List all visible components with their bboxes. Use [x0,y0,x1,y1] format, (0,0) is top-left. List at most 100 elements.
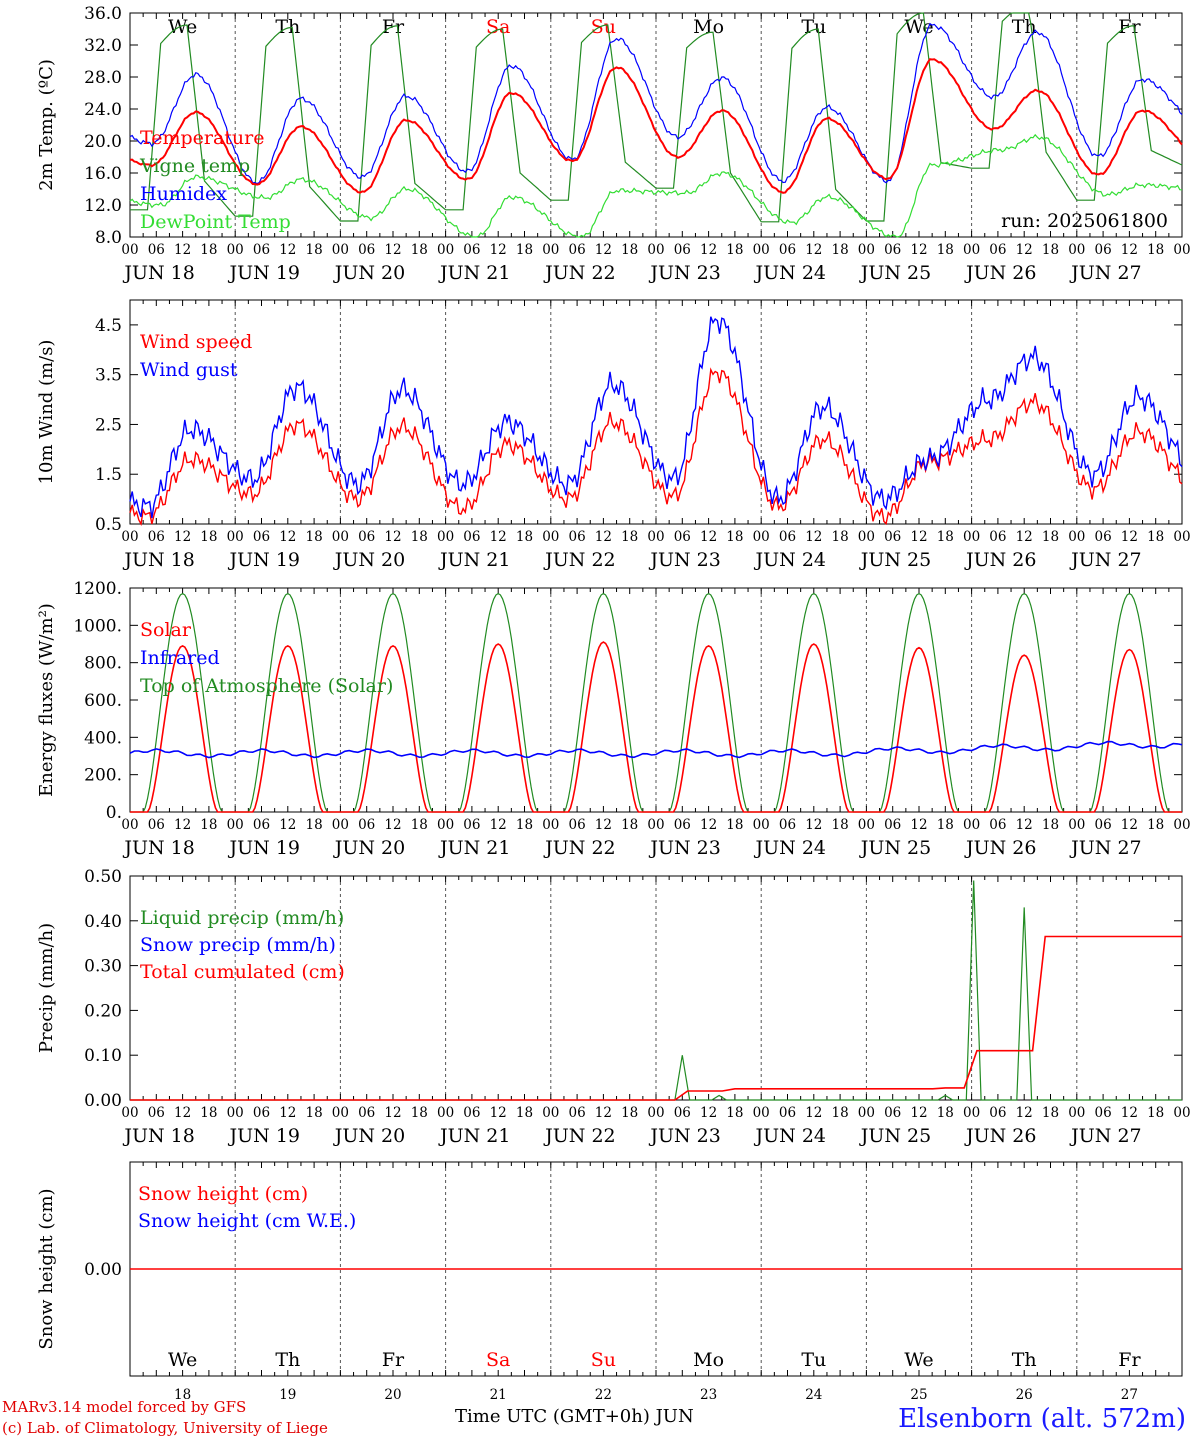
hour-label: 12 [1121,1105,1138,1121]
hour-label: 18 [411,529,428,545]
date-label: JUN 26 [964,262,1036,284]
legend-entry: Snow height (cm) [138,1183,308,1205]
hour-label: 12 [279,817,296,833]
hour-label: 06 [779,817,796,833]
hour-label: 12 [1121,242,1138,258]
weekday-label: Fr [1118,1349,1141,1371]
hour-label: 12 [490,817,507,833]
hour-label: 06 [253,242,270,258]
date-label: JUN 23 [648,1125,720,1147]
hour-label: 12 [805,242,822,258]
y-tick-label: 16.0 [84,164,122,184]
hour-label: 18 [621,1105,638,1121]
hour-label: 06 [1095,529,1112,545]
legend-entry: Snow height (cm W.E.) [138,1210,356,1232]
hour-label: 00 [542,817,559,833]
date-label: JUN 19 [228,837,300,859]
hour-label: 06 [1095,242,1112,258]
hour-label: 00 [1173,817,1190,833]
weekday-label: We [168,16,197,38]
run-label: run: 2025061800 [1001,210,1168,232]
hour-label: 12 [279,242,296,258]
hour-label: 06 [674,1105,691,1121]
hour-label: 00 [332,529,349,545]
hour-label: 18 [726,1105,743,1121]
hour-label: 06 [779,529,796,545]
hour-label: 12 [279,1105,296,1121]
hour-label: 00 [1173,529,1190,545]
hour-label: 00 [963,817,980,833]
hour-label: 12 [490,529,507,545]
hour-label: 00 [963,529,980,545]
hour-label: 00 [121,817,138,833]
day-number-label: 22 [595,1387,612,1403]
hour-label: 18 [411,242,428,258]
day-number-label: 19 [279,1387,296,1403]
hour-label: 00 [332,1105,349,1121]
hour-label: 06 [569,1105,586,1121]
hour-label: 12 [174,529,191,545]
date-label: JUN 24 [754,837,826,859]
y-tick-label: 1000. [73,616,122,636]
hour-label: 12 [174,242,191,258]
hour-label: 06 [779,1105,796,1121]
y-tick-label: 1.5 [95,465,122,485]
date-label: JUN 23 [648,262,720,284]
y-tick-label: 12.0 [84,196,122,216]
hour-label: 00 [121,1105,138,1121]
date-label: JUN 27 [1069,1125,1141,1147]
hour-label: 12 [1016,529,1033,545]
hour-label: 18 [937,1105,954,1121]
legend-entry: Temperature [140,127,264,149]
hour-label: 06 [674,529,691,545]
hour-label: 00 [437,529,454,545]
hour-label: 06 [989,242,1006,258]
y-tick-label: 2.5 [95,415,122,435]
y-tick-label: 24.0 [84,100,122,120]
y-tick-label: 4.5 [95,316,122,336]
y-axis-label: Snow height (cm) [36,1188,57,1349]
panel-energy: 0. 200. 400. 600. 800. 1000. 1200. Energy fluxe… [36,579,1191,859]
day-number-label: 26 [1016,1387,1033,1403]
y-tick-label: 0.00 [84,1091,122,1111]
weekday-label: Mo [693,16,724,38]
hour-label: 12 [490,1105,507,1121]
weekday-label: Fr [1118,16,1141,38]
date-label: JUN 22 [543,262,615,284]
y-tick-label: 800. [84,654,122,674]
hour-label: 18 [832,529,849,545]
hour-label: 00 [542,529,559,545]
hour-label: 12 [1016,1105,1033,1121]
y-tick-label: 0.30 [84,957,122,977]
hour-label: 12 [595,529,612,545]
hour-label: 18 [1147,817,1164,833]
panel-snow: 0.00 Snow height (cm) Snow height (cm) Snow… [36,1161,1183,1403]
y-tick-label: 200. [84,766,122,786]
date-label: JUN 25 [859,549,931,571]
hour-label: 00 [858,1105,875,1121]
hour-label: 12 [805,817,822,833]
panel-frame [129,587,1183,813]
hour-label: 12 [279,529,296,545]
y-tick-label: 0.40 [84,912,122,932]
hour-label: 12 [1121,529,1138,545]
hour-label: 12 [1016,817,1033,833]
hour-label: 06 [148,817,165,833]
hour-label: 06 [989,817,1006,833]
y-tick-label: 0.10 [84,1046,122,1066]
date-label: JUN 18 [122,262,194,284]
legend-entry: Total cumulated (cm) [140,961,345,983]
y-tick-label: 3.5 [95,366,122,386]
hour-label: 06 [779,242,796,258]
hour-label: 12 [595,242,612,258]
day-number-label: 23 [700,1387,717,1403]
date-label: JUN 27 [1069,549,1141,571]
hour-label: 12 [595,1105,612,1121]
hour-label: 06 [463,242,480,258]
hour-label: 00 [227,242,244,258]
legend-entry: Humidex [140,183,227,205]
y-tick-label: 0.50 [84,867,122,887]
date-label: JUN 19 [228,1125,300,1147]
y-tick-label: 20.0 [84,132,122,152]
hour-label: 06 [463,1105,480,1121]
